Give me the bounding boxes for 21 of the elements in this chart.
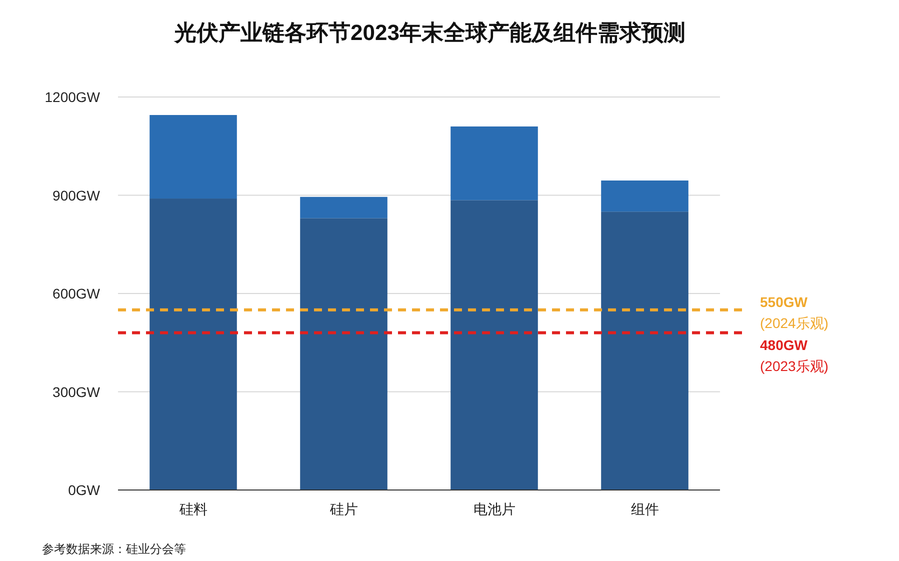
chart-title: 光伏产业链各环节2023年末全球产能及组件需求预测 — [174, 20, 686, 45]
ref-line-label: 480GW (2023乐观) — [760, 336, 828, 374]
bar — [300, 196, 388, 218]
bar — [601, 180, 688, 212]
y-tick-label: 300GW — [52, 384, 101, 400]
bar — [450, 200, 538, 490]
x-tick-label: 电池片 — [473, 501, 516, 517]
y-tick-label: 1200GW — [44, 89, 101, 105]
bar — [300, 218, 388, 490]
ref-line-label: 550GW (2024乐观) — [760, 294, 828, 331]
bar — [450, 126, 538, 200]
x-tick-label: 硅片 — [328, 501, 358, 517]
text: 参考数据来源：硅业分会等 — [42, 542, 186, 556]
bar — [150, 115, 237, 199]
x-tick-label: 组件 — [630, 501, 659, 517]
x-tick-label: 硅料 — [178, 501, 208, 517]
bar — [150, 198, 237, 490]
y-tick-label: 900GW — [52, 187, 101, 204]
bar — [601, 212, 688, 490]
y-tick-label: 600GW — [52, 286, 101, 302]
y-tick-label: 0GW — [68, 482, 101, 498]
